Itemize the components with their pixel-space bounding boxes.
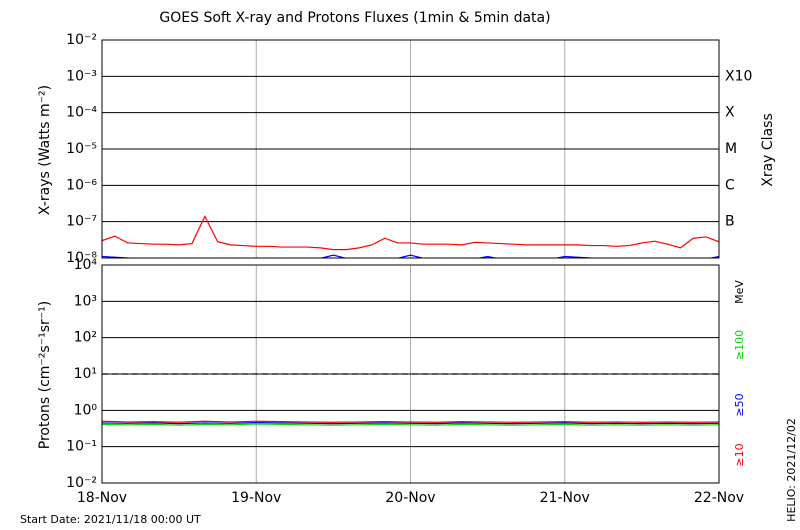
x-tick-label: 18-Nov (77, 490, 127, 506)
series-group (102, 214, 719, 258)
legend-label: ≥100 (733, 330, 746, 360)
series-line (102, 214, 719, 251)
series-line (102, 421, 719, 425)
x-tick-label: 21-Nov (540, 490, 590, 506)
y-axis-label: Protons (cm⁻²s⁻¹sr⁻¹) (37, 301, 53, 450)
class-label: M (725, 141, 737, 157)
plot-frame (101, 264, 720, 484)
y-tick-label: 10⁻⁶ (66, 177, 97, 193)
y-tick-label: 10⁻¹ (66, 439, 97, 455)
right-axis-label: Xray Class (760, 113, 776, 187)
series-line (102, 420, 719, 423)
footer: Start Date: 2021/11/18 00:00 UT (20, 513, 201, 526)
y-tick-label: 10⁻⁸ (66, 250, 97, 266)
x-tick-label: 22-Nov (694, 490, 744, 506)
series-group (102, 420, 719, 426)
chart-title: GOES Soft X-ray and Protons Fluxes (1min… (159, 10, 550, 26)
y-tick-label: 10⁻⁴ (66, 105, 97, 121)
class-label: X (725, 105, 735, 121)
x-tick-label: 20-Nov (385, 490, 435, 506)
legend-label: ≥50 (733, 393, 746, 416)
y-axis-label: X-rays (Watts m⁻²) (37, 85, 53, 215)
units-label: MeV (733, 280, 746, 304)
y-tick-label: 10² (74, 330, 97, 346)
credit: HELIO: 2021/12/02 (785, 418, 798, 522)
class-label: B (725, 214, 735, 230)
y-tick-label: 10⁻² (66, 475, 97, 491)
series-line (102, 254, 719, 258)
legend-label: ≥10 (733, 443, 746, 466)
plot-frame (101, 39, 720, 259)
y-tick-label: 10⁻⁷ (66, 214, 97, 230)
class-label: C (725, 177, 735, 193)
x-tick-label: 19-Nov (231, 490, 281, 506)
class-label: X10 (725, 68, 752, 84)
y-tick-label: 10⁻² (66, 32, 97, 48)
y-tick-label: 10⁴ (74, 257, 98, 273)
y-tick-label: 10⁻⁵ (66, 141, 97, 157)
y-tick-label: 10⁰ (74, 402, 98, 418)
y-tick-label: 10¹ (74, 366, 97, 382)
y-tick-label: 10³ (74, 293, 97, 309)
y-tick-label: 10⁻³ (66, 68, 97, 84)
series-line (102, 423, 719, 426)
